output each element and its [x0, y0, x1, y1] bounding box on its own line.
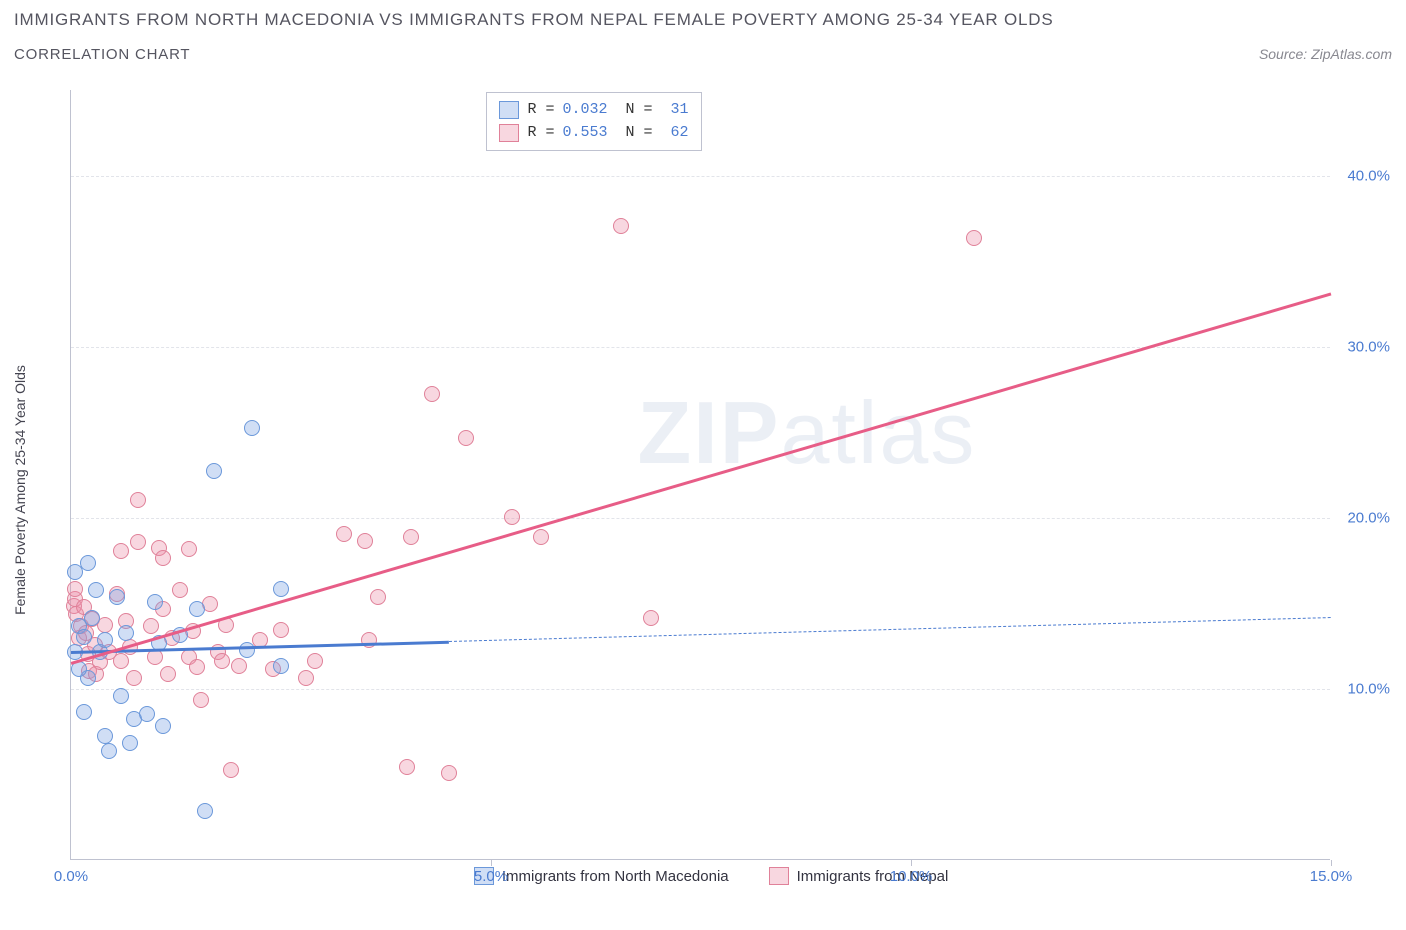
scatter-point: [504, 509, 520, 525]
chart-title: IMMIGRANTS FROM NORTH MACEDONIA VS IMMIG…: [14, 10, 1392, 30]
scatter-point: [239, 642, 255, 658]
legend-r-label: R =: [527, 99, 554, 122]
scatter-point: [84, 610, 100, 626]
legend-n-label: N =: [626, 99, 653, 122]
scatter-point: [155, 550, 171, 566]
scatter-point: [126, 670, 142, 686]
scatter-point: [113, 543, 129, 559]
trend-line: [71, 292, 1332, 664]
legend-series-item: Immigrants from North Macedonia: [474, 867, 729, 885]
trend-line-extrapolated: [449, 617, 1331, 642]
chart-area: Female Poverty Among 25-34 Year Olds ZIP…: [50, 90, 1390, 890]
scatter-point: [273, 581, 289, 597]
scatter-point: [97, 728, 113, 744]
scatter-point: [298, 670, 314, 686]
scatter-point: [76, 629, 92, 645]
grid-tick-v: [491, 860, 492, 866]
y-tick-label: 30.0%: [1335, 338, 1390, 355]
scatter-point: [101, 743, 117, 759]
scatter-point: [399, 759, 415, 775]
x-tick-label: 15.0%: [1310, 868, 1353, 885]
scatter-point: [424, 386, 440, 402]
grid-line-h: [71, 176, 1330, 177]
scatter-point: [403, 529, 419, 545]
legend-r-value: 0.553: [562, 122, 607, 145]
scatter-point: [244, 420, 260, 436]
legend-swatch: [769, 867, 789, 885]
legend-series-label: Immigrants from North Macedonia: [502, 868, 729, 885]
scatter-point: [113, 688, 129, 704]
scatter-point: [109, 589, 125, 605]
source-label: Source: ZipAtlas.com: [1259, 46, 1392, 62]
scatter-point: [130, 492, 146, 508]
grid-line-h: [71, 689, 1330, 690]
scatter-point: [88, 582, 104, 598]
scatter-point: [189, 659, 205, 675]
watermark: ZIPatlas: [638, 382, 977, 484]
scatter-point: [223, 762, 239, 778]
grid-tick-v: [911, 860, 912, 866]
legend-swatch: [499, 101, 519, 119]
legend-n-label: N =: [626, 122, 653, 145]
scatter-point: [533, 529, 549, 545]
y-tick-label: 10.0%: [1335, 680, 1390, 697]
scatter-point: [155, 718, 171, 734]
legend-r-label: R =: [527, 122, 554, 145]
scatter-point: [643, 610, 659, 626]
scatter-point: [130, 534, 146, 550]
y-tick-label: 20.0%: [1335, 509, 1390, 526]
scatter-point: [172, 582, 188, 598]
scatter-point: [118, 625, 134, 641]
x-tick-label: 10.0%: [890, 868, 933, 885]
scatter-point: [441, 765, 457, 781]
scatter-point: [193, 692, 209, 708]
legend-r-value: 0.032: [562, 99, 607, 122]
scatter-point: [231, 658, 247, 674]
scatter-point: [273, 622, 289, 638]
scatter-point: [336, 526, 352, 542]
legend-n-value: 62: [661, 122, 689, 145]
y-axis-label: Female Poverty Among 25-34 Year Olds: [12, 365, 28, 615]
scatter-point: [307, 653, 323, 669]
scatter-point: [206, 463, 222, 479]
scatter-point: [613, 218, 629, 234]
x-tick-label: 0.0%: [54, 868, 88, 885]
scatter-point: [67, 581, 83, 597]
scatter-point: [181, 541, 197, 557]
scatter-point: [139, 706, 155, 722]
scatter-point: [143, 618, 159, 634]
scatter-point: [361, 632, 377, 648]
y-tick-label: 40.0%: [1335, 167, 1390, 184]
scatter-point: [458, 430, 474, 446]
grid-tick-v: [1331, 860, 1332, 866]
scatter-point: [214, 653, 230, 669]
x-tick-label: 5.0%: [474, 868, 508, 885]
scatter-point: [189, 601, 205, 617]
scatter-point: [357, 533, 373, 549]
correlation-legend: R = 0.032 N = 31 R = 0.553 N = 62: [486, 92, 701, 151]
plot-region: ZIPatlas R = 0.032N = 31R = 0.553N = 62 …: [70, 90, 1330, 860]
legend-n-value: 31: [661, 99, 689, 122]
scatter-point: [147, 649, 163, 665]
scatter-point: [160, 666, 176, 682]
series-legend: Immigrants from North MacedoniaImmigrant…: [474, 867, 948, 885]
scatter-point: [370, 589, 386, 605]
chart-subtitle: CORRELATION CHART: [14, 46, 190, 63]
legend-stat-row: R = 0.032 N = 31: [499, 99, 688, 122]
scatter-point: [273, 658, 289, 674]
scatter-point: [113, 653, 129, 669]
scatter-point: [80, 555, 96, 571]
scatter-point: [97, 632, 113, 648]
scatter-point: [122, 735, 138, 751]
scatter-point: [147, 594, 163, 610]
legend-stat-row: R = 0.553 N = 62: [499, 122, 688, 145]
scatter-point: [197, 803, 213, 819]
legend-swatch: [499, 124, 519, 142]
scatter-point: [966, 230, 982, 246]
scatter-point: [76, 704, 92, 720]
grid-line-h: [71, 518, 1330, 519]
